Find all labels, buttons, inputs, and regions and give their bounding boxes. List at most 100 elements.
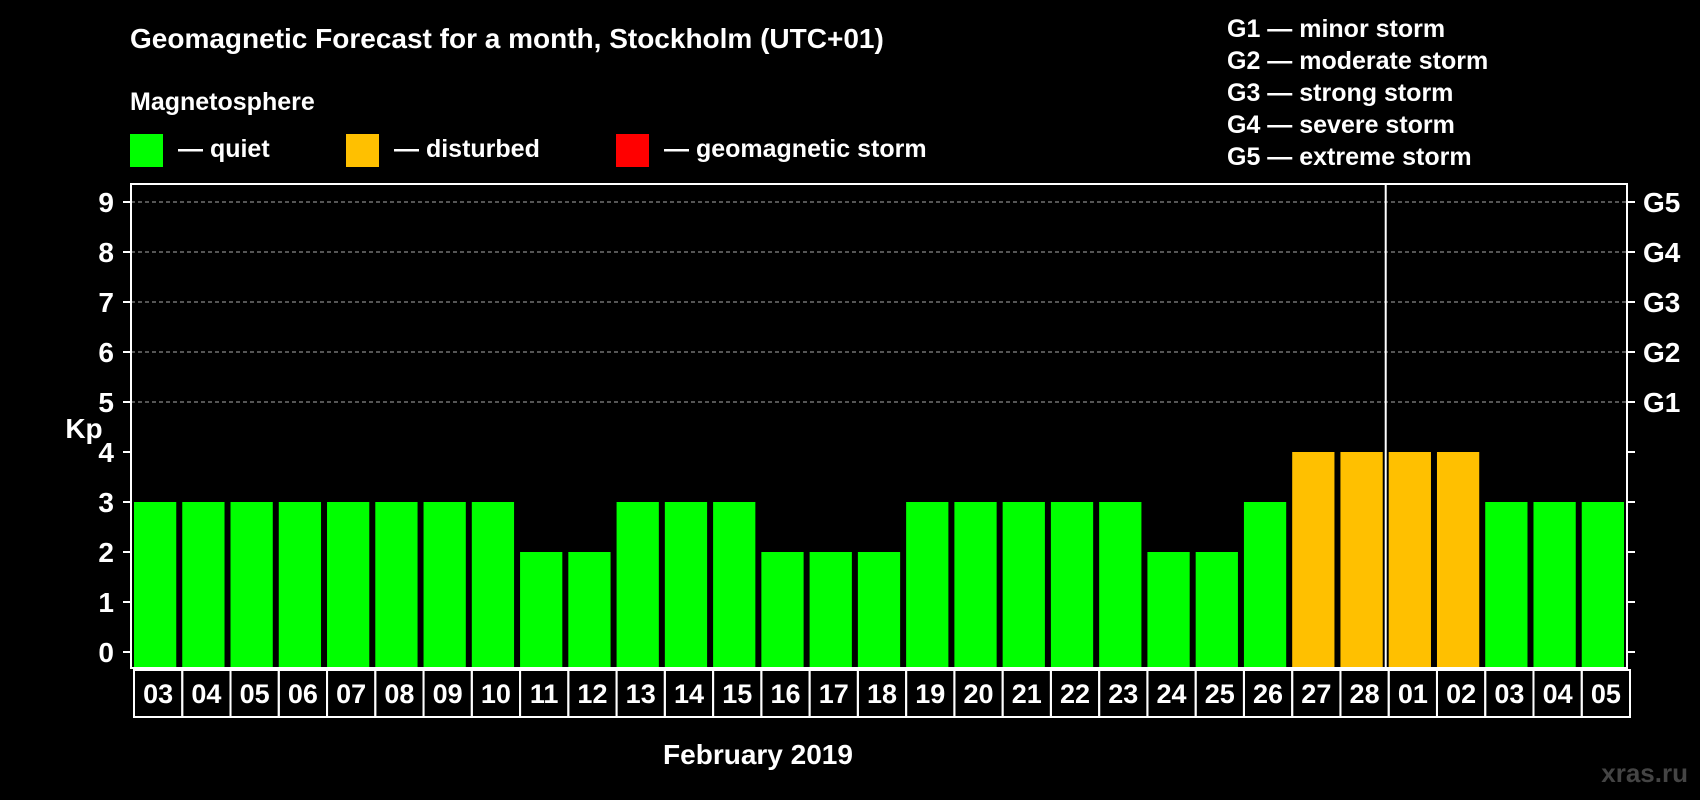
storm-level-label-G3: G3 <box>1643 287 1680 318</box>
x-category-label-21: 24 <box>1157 679 1187 709</box>
bar-21 <box>1147 552 1190 668</box>
x-category-label-15: 18 <box>867 679 897 709</box>
legend-heading: Magnetosphere <box>130 88 315 116</box>
bar-1 <box>182 502 225 668</box>
y-tick-label-9: 9 <box>98 187 114 218</box>
bar-23 <box>1243 502 1287 668</box>
storm-level-label-G2: G2 <box>1643 337 1680 368</box>
x-category-label-22: 25 <box>1205 679 1235 709</box>
storm-scale-item-2: G3 — strong storm <box>1227 79 1453 107</box>
bar-30 <box>1581 502 1624 668</box>
x-category-label-20: 23 <box>1108 679 1138 709</box>
y-tick-label-5: 5 <box>98 387 114 418</box>
legend-swatch-1 <box>346 134 379 167</box>
legend-swatch-2 <box>616 134 649 167</box>
storm-scale-item-0: G1 — minor storm <box>1227 15 1445 43</box>
y-tick-label-4: 4 <box>98 437 114 468</box>
x-category-label-19: 22 <box>1060 679 1090 709</box>
bar-11 <box>664 502 708 668</box>
storm-level-label-G5: G5 <box>1643 187 1680 218</box>
x-category-label-7: 10 <box>481 679 511 709</box>
x-category-labels: 03 04 05 06 07 08 09 10 11 12 13 14 15 16 17 18 19 20 21 22… <box>133 669 1632 718</box>
y-tick-label-2: 2 <box>98 537 114 568</box>
x-category-label-0: 03 <box>143 679 173 709</box>
x-category-label-29: 04 <box>1543 679 1573 709</box>
x-category-label-14: 17 <box>819 679 849 709</box>
bar-18 <box>1002 502 1045 668</box>
x-category-label-9: 12 <box>577 679 607 709</box>
bar-4 <box>327 502 370 668</box>
bar-20 <box>1099 502 1142 668</box>
x-category-label-26: 01 <box>1398 679 1428 709</box>
x-category-label-28: 03 <box>1494 679 1524 709</box>
legend-swatch-0 <box>130 134 163 167</box>
chart-title: Geomagnetic Forecast for a month, Stockh… <box>130 23 884 54</box>
x-category-label-17: 20 <box>963 679 993 709</box>
bar-22 <box>1195 552 1238 668</box>
x-category-label-23: 26 <box>1253 679 1283 709</box>
bar-8 <box>520 552 563 668</box>
bar-0 <box>134 502 177 668</box>
x-category-label-12: 15 <box>722 679 752 709</box>
x-category-label-13: 16 <box>770 679 800 709</box>
x-category-label-30: 05 <box>1591 679 1621 709</box>
bar-17 <box>954 502 997 668</box>
bar-13 <box>761 552 804 668</box>
legend: — quiet — disturbed — geomagnetic storm <box>130 134 927 167</box>
x-category-label-4: 07 <box>336 679 366 709</box>
grid-lines <box>131 201 1627 403</box>
x-category-label-25: 28 <box>1350 679 1380 709</box>
legend-label-2: — geomagnetic storm <box>664 135 927 163</box>
legend-label-1: — disturbed <box>394 135 540 163</box>
storm-level-label-G4: G4 <box>1643 237 1681 268</box>
bar-29 <box>1533 502 1576 668</box>
plot-frame <box>130 183 1628 669</box>
bar-27 <box>1436 452 1480 668</box>
y-tick-label-7: 7 <box>98 287 114 318</box>
bar-16 <box>906 502 949 668</box>
y-tick-label-6: 6 <box>98 337 114 368</box>
bar-25 <box>1340 452 1383 668</box>
bar-24 <box>1292 452 1335 668</box>
x-axis-label: February 2019 <box>663 739 853 770</box>
bar-19 <box>1050 502 1094 668</box>
y-tick-label-0: 0 <box>98 637 114 668</box>
bar-6 <box>423 502 466 668</box>
axes: 0 1 2 3 4 5 6 7 8 9 G1 G2 G3 G4 G5 <box>98 183 1681 669</box>
bar-9 <box>568 552 611 668</box>
y-tick-label-8: 8 <box>98 237 114 268</box>
bar-26 <box>1388 452 1431 668</box>
bar-10 <box>616 502 659 668</box>
x-category-label-1: 04 <box>191 679 221 709</box>
x-category-label-6: 09 <box>433 679 463 709</box>
legend-label-0: — quiet <box>178 135 270 163</box>
storm-scale-item-1: G2 — moderate storm <box>1227 47 1488 75</box>
x-category-label-16: 19 <box>915 679 945 709</box>
storm-scale-legend: G1 — minor storm G2 — moderate storm G3 — … <box>1227 15 1488 171</box>
x-category-label-10: 13 <box>626 679 656 709</box>
x-category-label-27: 02 <box>1446 679 1476 709</box>
x-category-label-5: 08 <box>384 679 414 709</box>
x-category-label-18: 21 <box>1012 679 1042 709</box>
x-category-label-2: 05 <box>240 679 270 709</box>
bars <box>134 452 1624 668</box>
x-category-label-3: 06 <box>288 679 318 709</box>
x-category-label-11: 14 <box>674 679 704 709</box>
bar-2 <box>230 502 273 668</box>
storm-scale-item-3: G4 — severe storm <box>1227 111 1455 139</box>
storm-level-label-G1: G1 <box>1643 387 1680 418</box>
bar-15 <box>857 552 901 668</box>
bar-3 <box>278 502 322 668</box>
x-category-box-30 <box>1580 669 1632 718</box>
bar-5 <box>375 502 418 668</box>
bar-12 <box>713 502 756 668</box>
x-category-label-8: 11 <box>530 679 559 709</box>
watermark: xras.ru <box>1601 758 1688 788</box>
bar-28 <box>1485 502 1528 668</box>
storm-scale-item-4: G5 — extreme storm <box>1227 143 1472 171</box>
x-category-label-24: 27 <box>1301 679 1331 709</box>
bar-14 <box>809 552 852 668</box>
y-axis-label: Kp <box>65 413 102 444</box>
y-tick-label-1: 1 <box>98 587 114 618</box>
